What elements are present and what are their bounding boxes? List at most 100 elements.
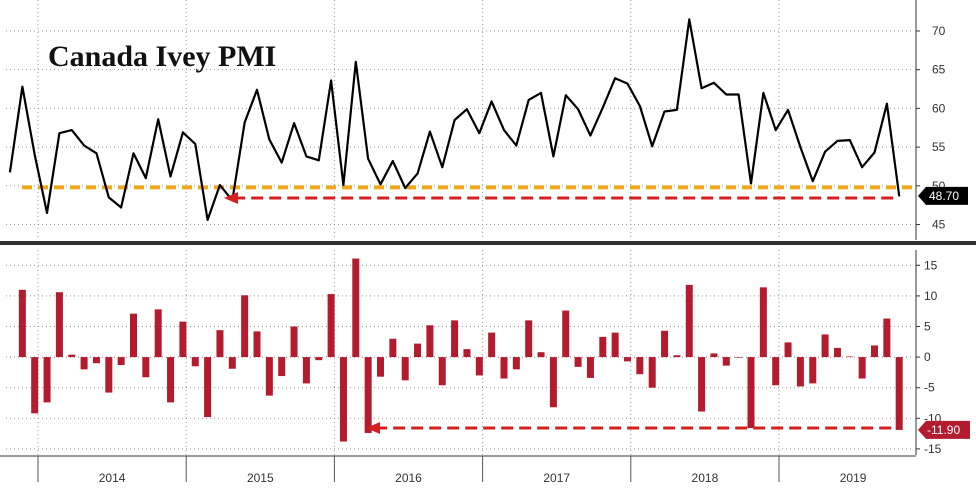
change-bar — [537, 352, 545, 358]
pmi-data-point — [46, 212, 48, 214]
pmi-data-point — [441, 166, 444, 169]
pmi-data-point — [58, 132, 61, 134]
pmi-data-point — [9, 171, 11, 173]
pmi-data-point — [774, 129, 777, 131]
year-label-2018: 2018 — [692, 471, 719, 485]
change-bar — [698, 357, 706, 412]
change-bar — [278, 357, 286, 377]
pmi-data-point — [219, 184, 221, 186]
change-bar — [179, 321, 187, 358]
top-arrow-head — [224, 192, 238, 204]
pmi-data-point — [453, 119, 456, 121]
pmi-data-point — [206, 219, 209, 221]
change-bar — [475, 357, 483, 376]
pmi-data-point — [404, 187, 407, 189]
year-label-2014: 2014 — [99, 471, 126, 485]
pmi-data-point — [639, 105, 641, 107]
pmi-data-point — [811, 180, 814, 182]
pmi-data-point — [886, 102, 888, 105]
pmi-data-point — [145, 177, 147, 179]
change-bar — [80, 357, 88, 370]
change-bar — [216, 330, 224, 358]
change-bar — [772, 357, 780, 386]
pmi-data-point — [713, 82, 715, 84]
change-bar — [191, 357, 199, 367]
change-bar — [327, 294, 335, 358]
pmi-data-point — [602, 106, 604, 109]
bottom-y-tick-label: 5 — [924, 319, 931, 333]
pmi-data-point — [737, 93, 740, 96]
change-bar — [895, 357, 903, 430]
pmi-data-point — [750, 182, 752, 185]
pmi-data-point — [108, 196, 110, 199]
pmi-data-point — [836, 140, 839, 142]
change-bar — [130, 313, 137, 358]
change-bar — [154, 309, 162, 358]
change-bar — [833, 347, 841, 358]
pmi-data-point — [799, 146, 802, 148]
pmi-data-point — [429, 130, 431, 133]
pmi-data-point — [478, 132, 481, 134]
change-bar — [549, 357, 557, 408]
pmi-data-point — [169, 175, 172, 178]
change-bar — [43, 357, 51, 403]
pmi-data-point — [663, 110, 666, 113]
change-bar — [451, 320, 459, 358]
pmi-data-point — [367, 157, 369, 160]
pmi-data-point — [873, 151, 876, 154]
chart-title: Canada Ivey PMI — [48, 40, 276, 73]
pmi-data-point — [527, 99, 530, 101]
bottom-y-tick-label: -15 — [924, 442, 942, 456]
change-bar — [377, 357, 384, 377]
change-bar — [809, 357, 817, 384]
pmi-data-point — [849, 139, 851, 141]
pmi-data-point — [700, 87, 703, 90]
pmi-data-point — [540, 92, 542, 94]
last-value-label-top: 48.70 — [929, 189, 959, 203]
bar-layer — [18, 258, 903, 442]
year-label-2017: 2017 — [543, 471, 570, 485]
pmi-data-point — [83, 144, 85, 147]
change-bar — [722, 357, 730, 366]
pmi-data-point — [688, 18, 691, 21]
pmi-data-point — [552, 155, 555, 158]
pmi-data-point — [725, 93, 728, 96]
change-bar — [204, 357, 212, 418]
top-y-tick-label: 70 — [932, 24, 946, 38]
pmi-data-point — [194, 143, 197, 145]
change-bar — [673, 355, 681, 358]
pmi-data-point — [317, 159, 320, 162]
change-bar — [315, 357, 323, 361]
pmi-data-point — [564, 94, 567, 97]
change-bar — [68, 354, 76, 358]
bottom-y-tick-label: -5 — [924, 381, 935, 395]
change-bar — [426, 325, 434, 358]
pmi-data-point — [379, 183, 382, 186]
last-value-badge-bottom — [918, 420, 970, 439]
pmi-data-point — [182, 131, 184, 134]
pmi-data-point — [243, 121, 246, 124]
pmi-data-point — [503, 129, 505, 131]
change-bar — [117, 357, 125, 366]
pmi-data-point — [787, 109, 789, 111]
pmi-data-point — [132, 152, 135, 155]
pmi-data-point — [416, 172, 419, 175]
change-bar — [636, 357, 644, 375]
change-bar — [562, 310, 570, 358]
year-label-2019: 2019 — [840, 471, 867, 485]
change-bar — [883, 318, 891, 358]
change-bar — [846, 356, 854, 358]
change-bar — [241, 295, 249, 358]
pmi-data-point — [861, 166, 863, 169]
pmi-data-point — [392, 160, 394, 162]
pmi-data-point — [824, 150, 826, 153]
pmi-data-point — [268, 138, 271, 141]
pmi-data-point — [95, 152, 98, 155]
bottom-y-tick-label: 15 — [924, 258, 938, 272]
pmi-data-point — [33, 154, 36, 156]
change-bar — [401, 357, 409, 381]
change-bar — [586, 357, 594, 378]
change-bar — [253, 331, 261, 358]
change-bar — [105, 357, 113, 393]
